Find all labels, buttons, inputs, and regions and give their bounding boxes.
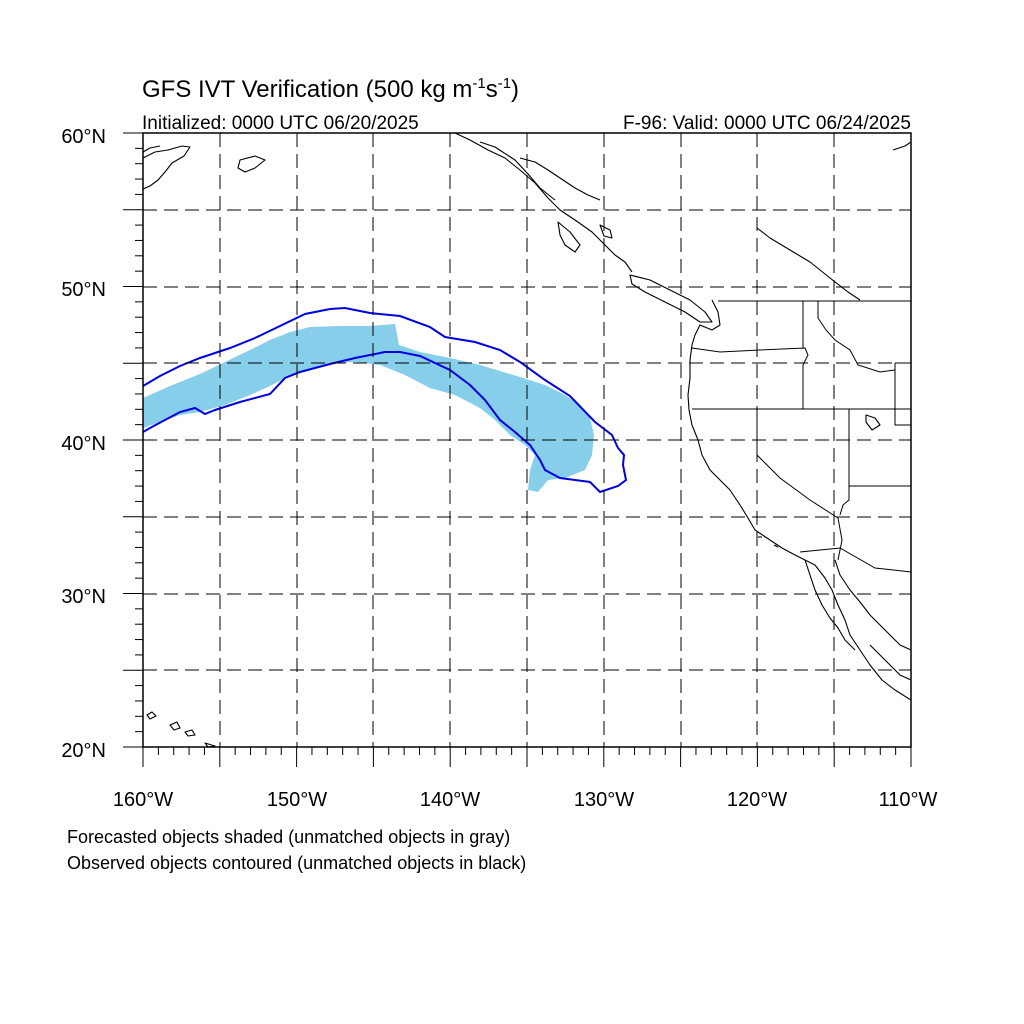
lon-label-150w: 150°W: [267, 789, 327, 811]
valid-time-label: F-96: Valid: 0000 UTC 06/24/2025: [623, 113, 911, 134]
lon-label-120w: 120°W: [727, 789, 787, 811]
lon-label-140w: 140°W: [420, 789, 480, 811]
graticule: [143, 133, 911, 747]
observed-object-contour: [143, 306, 628, 494]
lat-label-40n: 40°N: [61, 433, 106, 455]
init-time-label: Initialized: 0000 UTC 06/20/2025: [142, 113, 419, 134]
footnote-forecast: Forecasted objects shaded (unmatched obj…: [67, 827, 510, 847]
footnote-observed: Observed objects contoured (unmatched ob…: [67, 853, 526, 873]
axis-ticks: [123, 132, 912, 767]
longitude-labels: 160°W 150°W 140°W 130°W 120°W 110°W: [113, 789, 938, 811]
lat-label-50n: 50°N: [61, 279, 106, 301]
lat-label-20n: 20°N: [61, 740, 106, 762]
map-plot-area: [123, 132, 912, 767]
map-title: GFS IVT Verification (500 kg m-1s-1): [142, 75, 519, 103]
lon-label-160w: 160°W: [113, 789, 173, 811]
lat-label-30n: 30°N: [61, 586, 106, 608]
lon-label-130w: 130°W: [574, 789, 634, 811]
lat-label-60n: 60°N: [61, 126, 106, 148]
forecast-object-shade: [143, 324, 594, 492]
latitude-labels: 60°N 50°N 40°N 30°N 20°N: [61, 126, 106, 762]
lon-label-110w: 110°W: [879, 789, 938, 811]
coastlines: [143, 133, 911, 747]
